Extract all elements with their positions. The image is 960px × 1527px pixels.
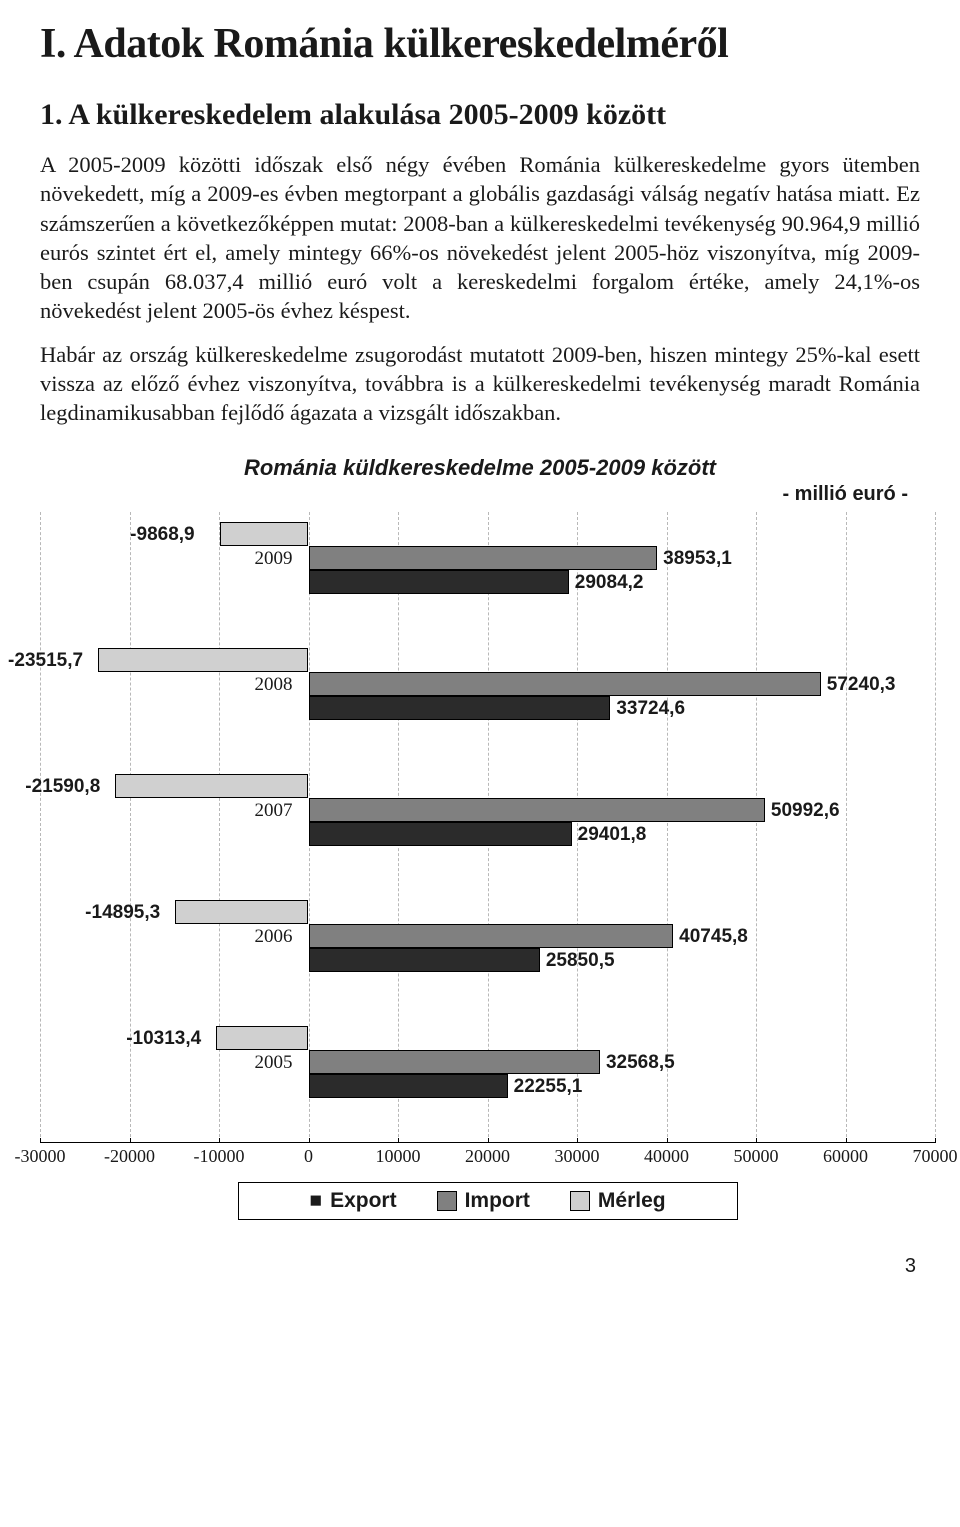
bar-export [309,1074,508,1098]
chart-x-axis: -30000-20000-100000100002000030000400005… [40,1142,935,1172]
bar-balance [175,900,308,924]
bar-import [309,672,821,696]
x-tick-label: 50000 [734,1146,779,1167]
chart-legend: ■ Export Import Mérleg [238,1182,738,1220]
legend-label: Export [330,1189,397,1213]
gridline [40,512,41,1142]
bar-label: 38953,1 [663,548,732,570]
page-title: I. Adatok Románia külkereskedelméről [40,20,920,68]
bar-export [309,822,572,846]
x-tick-label: -30000 [15,1146,66,1167]
section-title: 1. A külkereskedelem alakulása 2005-2009… [40,98,920,132]
bar-label: 29084,2 [575,572,644,594]
bar-label: -14895,3 [85,902,160,924]
legend-export: ■ Export [309,1189,396,1213]
bar-balance [220,522,308,546]
gridline [846,512,847,1142]
bar-export [309,570,569,594]
gridline [756,512,757,1142]
bar-balance [98,648,308,672]
x-tick [309,1138,310,1143]
chart-unit: - millió euró - [40,483,920,506]
bar-label: -9868,9 [130,524,194,546]
page-number: 3 [40,1255,920,1278]
bar-label: -23515,7 [8,650,83,672]
bar-label: 32568,5 [606,1052,675,1074]
paragraph-2: Habár az ország külkereskedelme zsugorod… [40,340,920,428]
year-label: 2008 [249,674,299,696]
bar-label: 29401,8 [578,824,647,846]
legend-label: Import [465,1189,530,1213]
legend-swatch [570,1191,590,1211]
x-tick [935,1138,936,1143]
x-tick [577,1138,578,1143]
x-tick [756,1138,757,1143]
chart-title: Románia küldkereskedelme 2005-2009 közöt… [40,455,920,481]
bar-label: 40745,8 [679,926,748,948]
bar-label: -21590,8 [25,776,100,798]
chart-plot: -9868,9200938953,129084,2-23515,72008572… [40,512,935,1142]
bar-export [309,948,540,972]
x-tick [488,1138,489,1143]
bar-label: 22255,1 [514,1076,583,1098]
bar-balance [216,1026,308,1050]
paragraph-1: A 2005-2009 közötti időszak első négy év… [40,150,920,326]
x-tick [667,1138,668,1143]
x-tick-label: 70000 [913,1146,958,1167]
square-icon: ■ [309,1189,322,1213]
gridline [667,512,668,1142]
bar-label: 57240,3 [827,674,896,696]
legend-swatch [437,1191,457,1211]
chart: -9868,9200938953,129084,2-23515,72008572… [40,512,935,1220]
x-tick-label: 40000 [644,1146,689,1167]
bar-balance [115,774,308,798]
x-tick-label: 0 [304,1146,313,1167]
year-label: 2006 [249,926,299,948]
x-tick [398,1138,399,1143]
x-tick-label: -10000 [194,1146,245,1167]
bar-label: 33724,6 [616,698,685,720]
bar-export [309,696,611,720]
year-label: 2005 [249,1052,299,1074]
x-tick [40,1138,41,1143]
bar-label: -10313,4 [126,1028,201,1050]
legend-balance: Mérleg [570,1189,666,1213]
bar-import [309,798,765,822]
year-label: 2007 [249,800,299,822]
x-tick [130,1138,131,1143]
year-label: 2009 [249,548,299,570]
x-tick-label: 10000 [376,1146,421,1167]
bar-import [309,546,658,570]
gridline [935,512,936,1142]
x-tick-label: 20000 [465,1146,510,1167]
x-tick-label: 30000 [555,1146,600,1167]
x-tick-label: 60000 [823,1146,868,1167]
bar-label: 50992,6 [771,800,840,822]
bar-import [309,1050,600,1074]
legend-label: Mérleg [598,1189,666,1213]
legend-import: Import [437,1189,530,1213]
x-tick [846,1138,847,1143]
x-tick-label: -20000 [104,1146,155,1167]
x-tick [219,1138,220,1143]
bar-import [309,924,674,948]
bar-label: 25850,5 [546,950,615,972]
